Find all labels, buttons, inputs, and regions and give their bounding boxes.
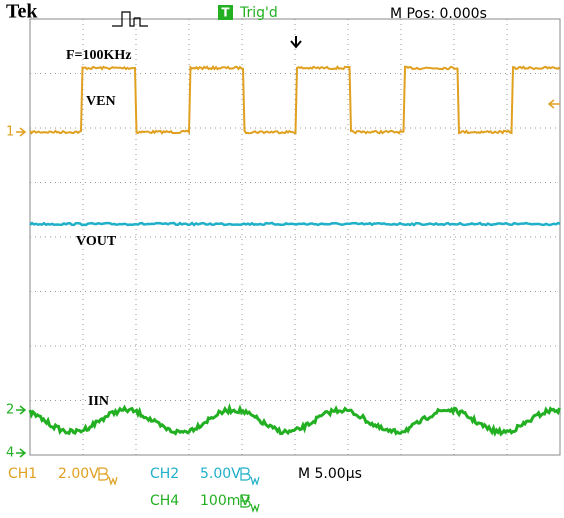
horizontal-position: M Pos: 0.000s [390,6,487,22]
timebase: M 5.00µs [298,466,362,482]
channel-marker-arrow [16,448,27,458]
bandwidth-icons [98,467,260,513]
bw-icon [240,467,260,486]
ch2-trace [29,221,561,227]
readout-channel: CH2 [150,466,179,482]
trigger-icon [218,5,233,20]
ch4-trace [28,402,561,438]
bw-icon [240,494,260,513]
readout-channel: CH4 [150,493,179,509]
trigger-position-arrow [290,36,302,49]
trace-label: VOUT [76,234,117,249]
trigger-state: Trig'd [239,5,278,21]
waveforms [28,64,561,438]
trigger-type-icon [112,11,148,27]
ch1-trace [29,64,561,135]
readout-channel: CH1 [8,466,37,482]
trace-label: IIN [88,394,109,409]
offset-arrow [547,99,560,109]
channel-marker: 4 [6,446,14,461]
readout-scale: 2.00V [58,466,99,482]
channel-marker-arrow [16,405,27,415]
readout-scale: 100mV [200,493,250,509]
readout-scale: 5.00V [200,466,241,482]
trigger-icon-label: T [221,6,230,20]
channel-marker-arrow [16,127,27,137]
channel-marker: 2 [6,403,14,418]
bw-icon [98,467,118,486]
trace-label: VEN [86,94,116,109]
channel-marker: 1 [6,125,14,140]
frequency-label: F=100KHz [66,48,132,63]
brand: Tek [6,1,38,23]
graticule-border [29,18,561,456]
